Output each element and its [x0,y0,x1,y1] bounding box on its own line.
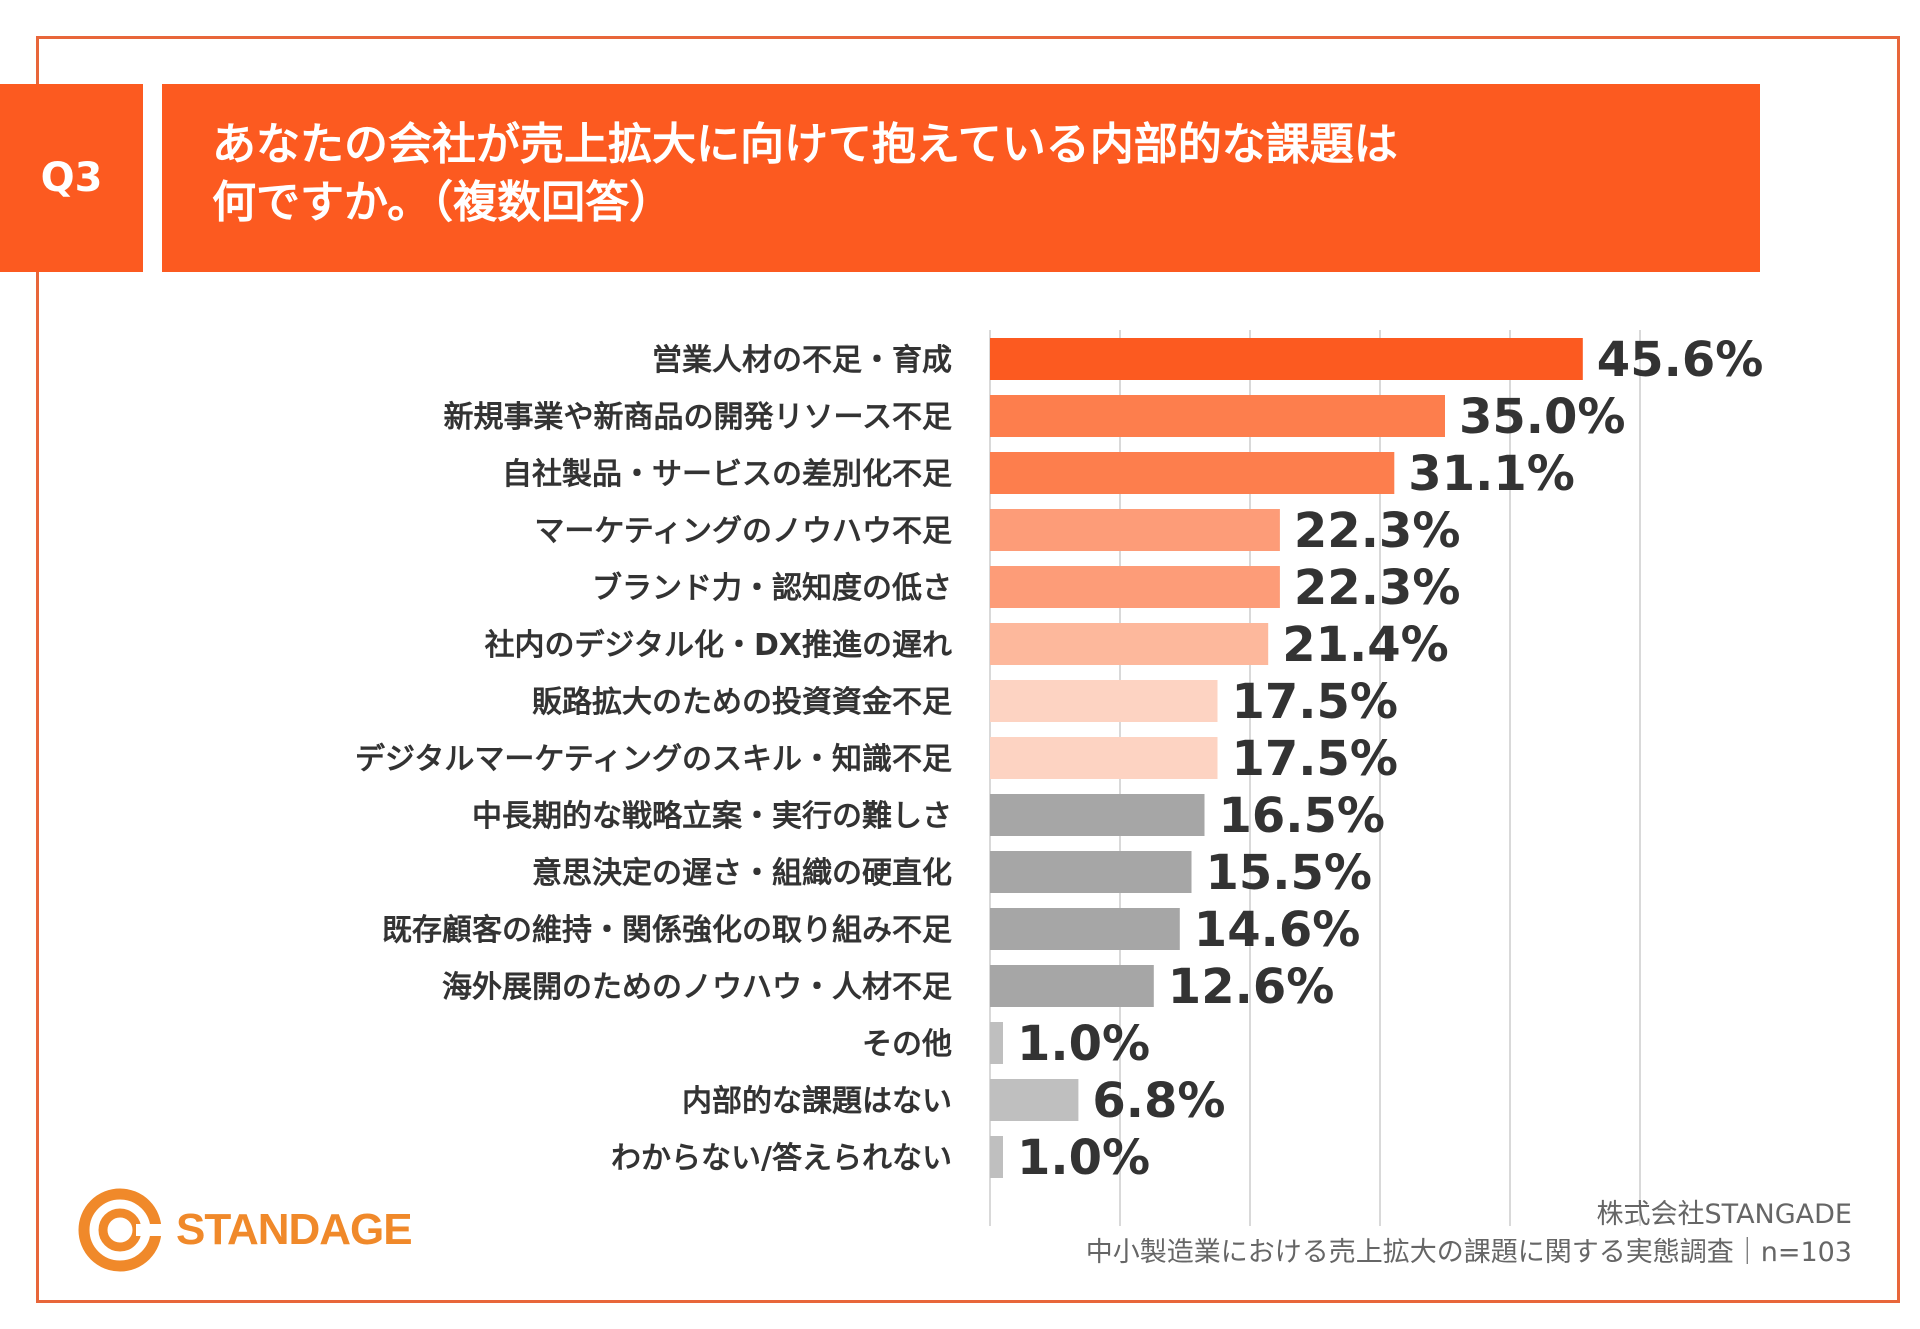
bar [990,1022,1003,1064]
bar [990,566,1280,608]
category-label: わからない/答えられない [611,1141,952,1176]
value-label: 22.3% [1294,503,1461,559]
bar [990,395,1445,437]
question-title-line-2: 何ですか。（複数回答） [212,177,674,228]
company-name: 株式会社STANGADE [1596,1199,1852,1230]
bar [990,1136,1003,1178]
category-label: 自社製品・サービスの差別化不足 [502,457,952,492]
standage-logo: STANDAGE [78,1188,413,1272]
bar [990,851,1192,893]
logo-mark-icon [78,1188,162,1272]
bar [990,908,1180,950]
question-title: あなたの会社が売上拡大に向けて抱えている内部的な課題は 何ですか。（複数回答） [212,116,1712,232]
bar [990,1079,1079,1121]
bar [990,794,1205,836]
value-label: 12.6% [1168,959,1335,1015]
value-label: 22.3% [1294,560,1461,616]
category-label: デジタルマーケティングのスキル・知識不足 [355,742,952,777]
value-label: 1.0% [1017,1016,1150,1072]
bar [990,338,1583,380]
question-badge: Q3 [0,84,143,272]
bar [990,623,1269,665]
bar [990,737,1218,779]
question-number: Q3 [40,155,103,201]
source-note: 株式会社STANGADE 中小製造業における売上拡大の課題に関する実態調査｜n=… [1086,1196,1852,1272]
category-label: 内部的な課題はない [682,1084,952,1119]
value-label: 1.0% [1017,1130,1150,1186]
value-label: 17.5% [1232,674,1399,730]
bar [990,680,1218,722]
bar [990,452,1395,494]
category-label: 販路拡大のための投資資金不足 [532,685,952,720]
outer-frame [36,36,1900,1303]
category-label: 意思決定の遅さ・組織の硬直化 [532,856,952,891]
value-label: 17.5% [1232,731,1399,787]
category-label: 社内のデジタル化・DX推進の遅れ [485,628,952,663]
value-label: 15.5% [1206,845,1373,901]
value-label: 21.4% [1282,617,1449,673]
value-label: 35.0% [1459,389,1626,445]
category-label: 新規事業や新商品の開発リソース不足 [444,400,953,435]
category-label: ブランド力・認知度の低さ [592,571,952,606]
value-label: 16.5% [1219,788,1386,844]
value-label: 6.8% [1092,1073,1225,1129]
bar [990,509,1280,551]
value-label: 14.6% [1194,902,1361,958]
logo-text: STANDAGE [176,1205,413,1254]
question-header: あなたの会社が売上拡大に向けて抱えている内部的な課題は 何ですか。（複数回答） [162,84,1760,272]
category-label: 営業人材の不足・育成 [652,343,952,378]
category-label: 既存顧客の維持・関係強化の取り組み不足 [382,913,952,948]
category-label: マーケティングのノウハウ不足 [534,514,952,549]
question-title-line-1: あなたの会社が売上拡大に向けて抱えている内部的な課題は [212,119,1398,170]
category-label: その他 [862,1027,952,1062]
value-label: 45.6% [1597,332,1764,388]
bar [990,965,1154,1007]
survey-name: 中小製造業における売上拡大の課題に関する実態調査｜n=103 [1085,1237,1852,1268]
category-label: 海外展開のためのノウハウ・人材不足 [442,970,952,1005]
value-label: 31.1% [1408,446,1575,502]
category-label: 中長期的な戦略立案・実行の難しさ [472,799,952,834]
